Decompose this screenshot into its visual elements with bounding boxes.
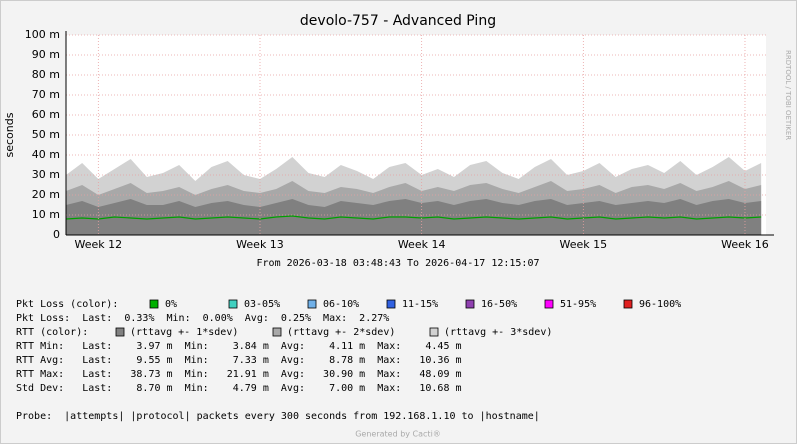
legend-swatch xyxy=(429,327,439,337)
legend-label: Pkt Loss (color): xyxy=(16,299,118,310)
legend-item: 06-10% xyxy=(323,299,359,310)
legend-item: 51-95% xyxy=(560,299,596,310)
x-tick-label: Week 16 xyxy=(721,238,769,251)
x-axis-label: From 2026-03-18 03:48:43 To 2026-04-17 1… xyxy=(257,258,540,269)
stat-line: RTT Avg: Last: 9.55 m Min: 7.33 m Avg: 8… xyxy=(16,355,462,366)
legend-swatch xyxy=(544,299,554,309)
legend-item: (rttavg +- 3*sdev) xyxy=(444,327,552,338)
legend-item: 11-15% xyxy=(402,299,438,310)
y-tick-label: 10 m xyxy=(32,208,60,221)
legend-swatch xyxy=(465,299,475,309)
chart-title: devolo-757 - Advanced Ping xyxy=(300,13,496,29)
legend-swatch xyxy=(386,299,396,309)
legend-swatch xyxy=(228,299,238,309)
avg-line xyxy=(65,215,762,220)
y-tick-label: 70 m xyxy=(32,88,60,101)
legend-swatch xyxy=(115,327,125,337)
stat-line: RTT Min: Last: 3.97 m Min: 3.84 m Avg: 4… xyxy=(16,341,462,352)
stat-line: Std Dev: Last: 8.70 m Min: 4.79 m Avg: 7… xyxy=(16,383,462,394)
legend-item: 16-50% xyxy=(481,299,517,310)
y-tick-label: 0 xyxy=(53,228,60,241)
legend-item: 0% xyxy=(165,299,177,310)
footer: Generated by Cacti® xyxy=(355,430,441,439)
x-tick-label: Week 14 xyxy=(398,238,446,251)
legend-item: (rttavg +- 1*sdev) xyxy=(130,327,238,338)
legend-swatch xyxy=(307,299,317,309)
y-tick-label: 60 m xyxy=(32,108,60,121)
legend-swatch xyxy=(149,299,159,309)
y-tick-label: 50 m xyxy=(32,128,60,141)
legend-item: 03-05% xyxy=(244,299,280,310)
y-tick-label: 100 m xyxy=(25,28,60,41)
legend-swatch xyxy=(272,327,282,337)
probe-line: Probe: |attempts| |protocol| packets eve… xyxy=(16,411,540,422)
legend-label: RTT (color): xyxy=(16,327,88,338)
legend-swatch xyxy=(623,299,633,309)
y-tick-label: 90 m xyxy=(32,48,60,61)
x-tick-label: Week 12 xyxy=(75,238,123,251)
stat-line: Pkt Loss: Last: 0.33% Min: 0.00% Avg: 0.… xyxy=(16,313,389,324)
x-tick-label: Week 13 xyxy=(236,238,284,251)
y-tick-label: 40 m xyxy=(32,148,60,161)
y-axis-label: seconds xyxy=(3,112,16,157)
legend-item: 96-100% xyxy=(639,299,681,310)
y-tick-label: 80 m xyxy=(32,68,60,81)
side-text: RRDTOOL / TOBI OETIKER xyxy=(784,50,792,140)
y-tick-label: 20 m xyxy=(32,188,60,201)
legend-item: (rttavg +- 2*sdev) xyxy=(287,327,395,338)
stat-line: RTT Max: Last: 38.73 m Min: 21.91 m Avg:… xyxy=(16,369,462,380)
x-tick-label: Week 15 xyxy=(560,238,608,251)
y-tick-label: 30 m xyxy=(32,168,60,181)
